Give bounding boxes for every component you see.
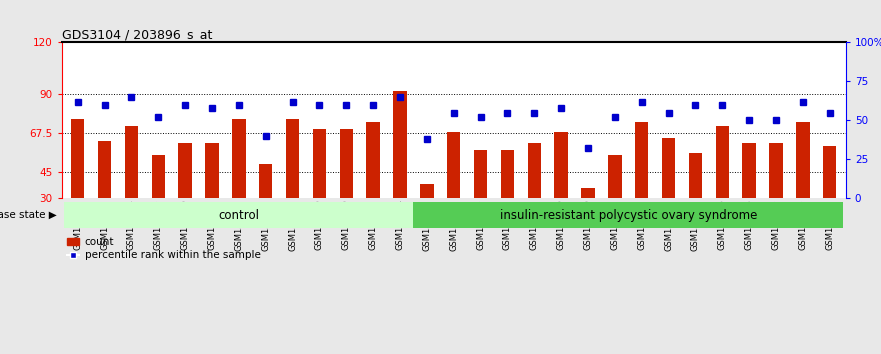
Bar (313, 129, 326, 198)
Bar (393, 91, 407, 198)
Bar (179, 143, 192, 198)
Bar (689, 153, 702, 198)
Bar (286, 119, 300, 198)
Bar (662, 138, 675, 198)
Bar (64, 202, 413, 228)
Bar (528, 143, 541, 198)
Bar (743, 143, 756, 198)
Bar (581, 188, 595, 198)
Bar (769, 143, 782, 198)
Bar (715, 126, 729, 198)
Bar (125, 126, 138, 198)
Bar (554, 132, 568, 198)
Legend: count, percentile rank within the sample: count, percentile rank within the sample (67, 237, 261, 260)
Bar (98, 141, 111, 198)
Bar (71, 119, 85, 198)
Text: disease state ▶: disease state ▶ (0, 210, 56, 220)
Bar (366, 122, 380, 198)
Bar (205, 143, 218, 198)
Bar (635, 122, 648, 198)
Bar (474, 150, 487, 198)
Bar (500, 150, 515, 198)
Text: insulin-resistant polycystic ovary syndrome: insulin-resistant polycystic ovary syndr… (500, 209, 757, 222)
Bar (447, 132, 461, 198)
Text: control: control (218, 209, 259, 222)
Bar (152, 155, 165, 198)
Bar (823, 146, 836, 198)
Text: GDS3104 / 203896_s_at: GDS3104 / 203896_s_at (62, 28, 212, 41)
Bar (339, 129, 353, 198)
Bar (796, 122, 810, 198)
Bar (420, 184, 433, 198)
Bar (233, 119, 246, 198)
Bar (413, 202, 843, 228)
Bar (259, 164, 272, 198)
Bar (608, 155, 621, 198)
